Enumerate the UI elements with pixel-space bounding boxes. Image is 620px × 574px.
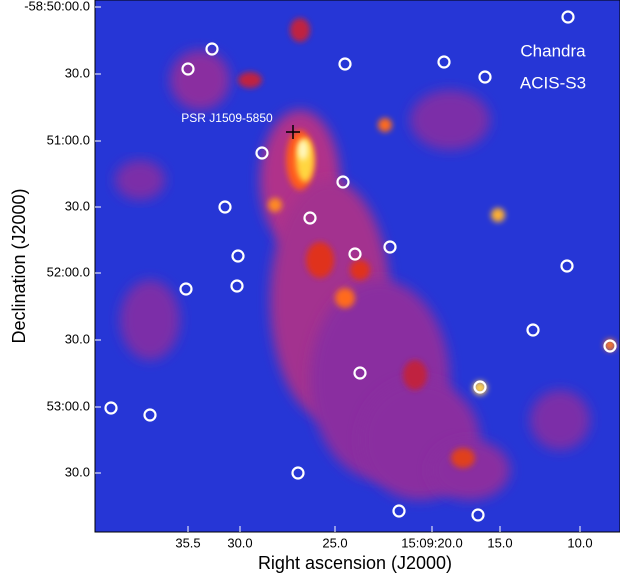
diffuse-emission <box>530 390 590 450</box>
source-circle <box>205 42 219 56</box>
source-circle <box>437 55 451 69</box>
source-circle <box>303 211 317 225</box>
source-circle <box>143 408 157 422</box>
x-axis-label: Right ascension (J2000) <box>258 553 452 573</box>
bright-emission <box>350 260 370 280</box>
bright-emission <box>378 118 392 132</box>
point-sources <box>104 10 617 522</box>
bright-emission <box>451 448 475 468</box>
source-circle <box>478 70 492 84</box>
source-circle <box>526 323 540 337</box>
source-circle <box>561 10 575 24</box>
source-circle <box>179 282 193 296</box>
y-tick-label: 53:00.0 <box>47 398 90 413</box>
y-tick-label: -58:50:00.0 <box>24 0 90 13</box>
source-circle <box>353 366 367 380</box>
y-tick-label: 30.0 <box>65 198 90 213</box>
source-circle <box>218 200 232 214</box>
x-tick-label: 30.0 <box>227 535 252 550</box>
frame <box>94 0 620 533</box>
bright-emission <box>238 72 262 88</box>
diffuse-emission <box>410 90 490 150</box>
bright-emission <box>268 198 282 212</box>
bright-emission <box>298 140 308 160</box>
source-circle <box>348 247 362 261</box>
source-circle <box>291 466 305 480</box>
y-tick-label: 30.0 <box>65 331 90 346</box>
y-tick-label: 51:00.0 <box>47 132 90 147</box>
instrument-label: ACIS-S3 <box>520 73 586 92</box>
diffuse-emission <box>430 440 510 500</box>
pulsar-marker <box>286 125 300 139</box>
source-circle <box>473 380 487 394</box>
source-circle <box>383 240 397 254</box>
source-circle <box>231 249 245 263</box>
y-tick-label: 30.0 <box>65 65 90 80</box>
bright-emission <box>335 288 355 308</box>
source-circle <box>392 504 406 518</box>
source-circle <box>181 62 195 76</box>
bright-emission <box>306 242 334 278</box>
bright-emission <box>491 208 505 222</box>
instrument-label: Chandra <box>520 41 586 60</box>
y-tick-label: 52:00.0 <box>47 264 90 279</box>
source-circle <box>560 259 574 273</box>
source-circle <box>471 508 485 522</box>
diffuse-emission <box>120 280 180 360</box>
diffuse-emission <box>170 50 230 110</box>
source-circle <box>603 339 617 353</box>
bright-emission <box>403 360 427 390</box>
y-tick-label: 30.0 <box>65 464 90 479</box>
x-tick-label: 10.0 <box>567 535 592 550</box>
x-tick-label: 25.0 <box>322 535 347 550</box>
source-circle <box>336 175 350 189</box>
source-circle <box>230 279 244 293</box>
emission <box>115 18 616 500</box>
source-circle <box>255 146 269 160</box>
bright-emission <box>290 18 310 42</box>
x-tick-label: 35.5 <box>175 535 200 550</box>
source-circle <box>104 401 118 415</box>
y-axis-label: Declination (J2000) <box>9 188 29 343</box>
diffuse-emission <box>115 160 165 200</box>
pulsar-label: PSR J1509-5850 <box>181 111 273 125</box>
x-tick-label: 15:09:20.0 <box>401 535 462 550</box>
source-circle <box>338 57 352 71</box>
x-tick-label: 15.0 <box>487 535 512 550</box>
